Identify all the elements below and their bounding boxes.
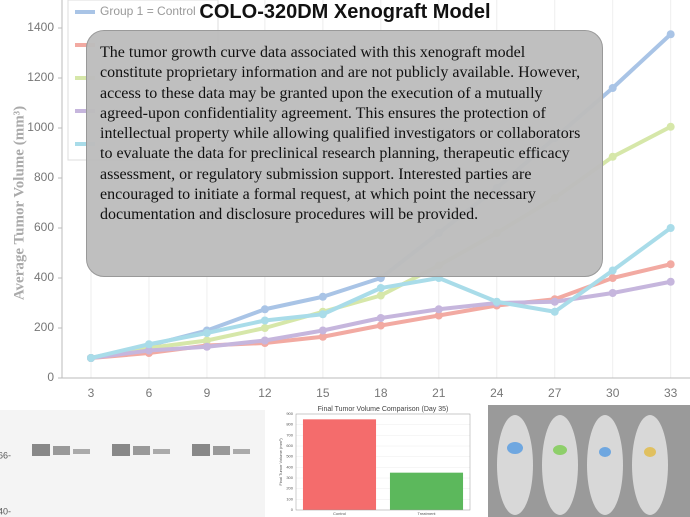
- mouse: [542, 415, 578, 515]
- y-tick-label: 1200: [27, 70, 54, 84]
- x-tick-label: Control: [333, 511, 346, 516]
- band: [73, 449, 90, 454]
- y-tick-label: 800: [34, 170, 54, 184]
- point: [608, 289, 617, 297]
- point: [550, 307, 559, 316]
- point: [434, 311, 443, 320]
- blot-bg: [0, 410, 265, 517]
- bar: [389, 472, 464, 510]
- x-tick-label: 33: [664, 386, 678, 400]
- x-tick-label: 27: [548, 386, 562, 400]
- y-tick-label: 500: [286, 454, 293, 459]
- point: [202, 329, 211, 337]
- signal: [507, 442, 523, 454]
- y-axis-label: Average Tumor Volume (mm³): [11, 106, 27, 300]
- y-tick-label: 600: [34, 220, 54, 234]
- point: [376, 314, 385, 322]
- point: [608, 152, 617, 161]
- y-tick-label: 400: [34, 270, 54, 284]
- point: [666, 260, 675, 269]
- point: [608, 274, 617, 282]
- blot: 66- 40-: [0, 410, 265, 517]
- x-tick-label: 15: [316, 386, 330, 400]
- signal: [644, 447, 656, 457]
- point: [376, 321, 385, 330]
- point: [666, 277, 675, 286]
- point: [144, 346, 153, 355]
- y-tick-label: 900: [286, 411, 293, 416]
- point: [318, 332, 327, 341]
- y-tick-label: 1000: [27, 120, 54, 134]
- y-tick-label: 800: [286, 422, 293, 427]
- band: [153, 449, 170, 454]
- x-tick-label: 24: [490, 386, 504, 400]
- point: [318, 292, 327, 301]
- point: [608, 266, 617, 275]
- signal: [599, 447, 611, 457]
- chart-title: Final Tumor Volume Comparison (Day 35): [318, 406, 449, 413]
- x-tick-label: 9: [204, 386, 211, 400]
- imaging: [488, 405, 690, 517]
- bar: [302, 419, 377, 510]
- y-tick-label: 1400: [27, 20, 54, 34]
- band: [213, 446, 230, 455]
- band: [112, 444, 130, 456]
- point: [318, 310, 327, 319]
- x-tick-label: 21: [432, 386, 446, 400]
- point: [550, 297, 559, 306]
- mouse: [632, 415, 668, 515]
- point: [666, 122, 675, 131]
- point: [608, 84, 617, 92]
- point: [144, 340, 153, 349]
- band: [233, 449, 250, 454]
- x-tick-label: 6: [146, 386, 153, 400]
- point: [376, 284, 385, 292]
- point: [260, 305, 269, 314]
- chart-title: COLO-320DM Xenograft Model: [199, 1, 491, 23]
- point: [666, 224, 675, 232]
- mouse: [497, 415, 533, 515]
- blot-marker: 40-: [0, 506, 11, 516]
- legend-label: Group 1 = Control: [100, 4, 196, 18]
- band: [32, 444, 50, 456]
- x-tick-label: Treatment: [417, 511, 436, 516]
- y-tick-label: 700: [286, 432, 293, 437]
- point: [666, 30, 675, 39]
- y-axis-label: Final Tumor Volume (mm³): [278, 438, 283, 486]
- y-tick-label: 0: [291, 507, 294, 512]
- point: [492, 297, 501, 306]
- y-tick-label: 200: [286, 486, 293, 491]
- y-tick-label: 0: [47, 370, 54, 384]
- plot-frame: [295, 413, 471, 511]
- point: [260, 336, 269, 345]
- y-tick-label: 600: [286, 443, 293, 448]
- x-tick-label: 3: [88, 386, 95, 400]
- band: [192, 444, 210, 456]
- point: [202, 342, 211, 351]
- band: [53, 446, 70, 455]
- y-tick-label: 200: [34, 320, 54, 334]
- x-tick-label: 30: [606, 386, 620, 400]
- y-tick-label: 300: [286, 475, 293, 480]
- point: [376, 291, 385, 300]
- x-tick-label: 12: [258, 386, 272, 400]
- notice: The tumor growth curve data associated w…: [86, 30, 603, 277]
- signal: [553, 445, 567, 455]
- y-tick-label: 100: [286, 496, 293, 501]
- point: [86, 354, 95, 362]
- point: [260, 316, 269, 325]
- point: [318, 326, 327, 335]
- blot-marker: 66-: [0, 450, 11, 460]
- x-tick-label: 18: [374, 386, 388, 400]
- point: [434, 305, 443, 314]
- mouse: [587, 415, 623, 515]
- y-tick-label: 400: [286, 464, 293, 469]
- band: [133, 446, 150, 455]
- point: [260, 324, 269, 332]
- point: [202, 336, 211, 345]
